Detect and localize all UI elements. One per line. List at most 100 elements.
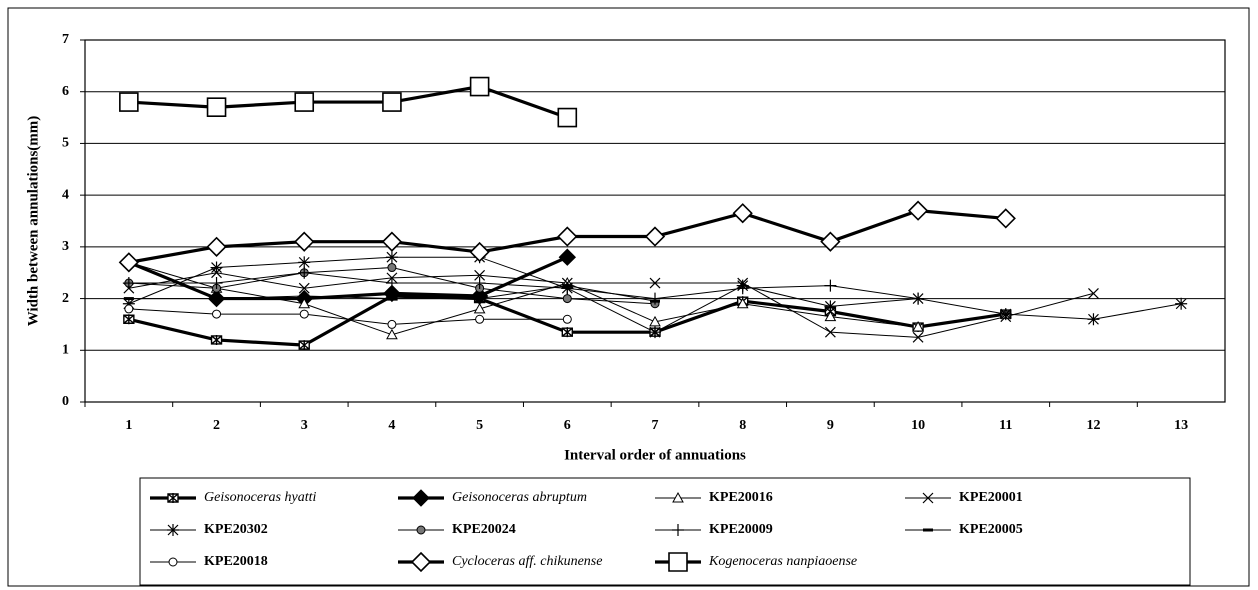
data-point [298, 340, 310, 351]
data-point [210, 277, 223, 290]
data-point [210, 261, 223, 274]
legend-marker [168, 557, 178, 567]
data-point [122, 277, 135, 290]
series-line [128, 308, 568, 325]
legend-label: KPE20024 [452, 522, 516, 537]
y-tick-label: 5 [62, 136, 69, 151]
data-point [298, 282, 310, 294]
x-tick-label: 6 [564, 418, 571, 433]
data-point [122, 297, 135, 310]
x-tick-label: 13 [1174, 418, 1188, 433]
data-point [1088, 287, 1099, 299]
x-tick-label: 2 [213, 418, 220, 433]
data-point [824, 300, 837, 313]
legend-label: KPE20009 [709, 522, 773, 537]
legend-marker [668, 552, 688, 572]
data-point [123, 314, 135, 325]
data-point [562, 314, 572, 324]
x-tick-label: 9 [827, 418, 834, 433]
data-point [736, 282, 749, 295]
data-point [473, 277, 486, 290]
y-tick-label: 4 [62, 187, 69, 202]
data-point [387, 319, 397, 329]
data-point [382, 92, 402, 112]
series-line [128, 272, 919, 300]
legend-marker [672, 491, 684, 503]
legend-label: Kogenoceras nanpiaoense [708, 554, 857, 569]
data-point [294, 231, 315, 252]
data-point [119, 92, 139, 112]
data-point [298, 297, 311, 309]
legend-marker [672, 524, 684, 536]
data-point [294, 92, 315, 112]
x-tick-label: 8 [739, 418, 746, 433]
x-tick-label: 11 [999, 418, 1012, 433]
data-point [206, 236, 227, 257]
x-tick-label: 12 [1086, 418, 1100, 433]
legend-box [139, 477, 1191, 586]
data-point [907, 200, 929, 221]
data-point [562, 294, 572, 304]
data-point [475, 314, 485, 324]
legend-marker [412, 489, 430, 507]
y-tick-label: 3 [62, 239, 69, 254]
series-line [128, 272, 1094, 338]
legend-marker [416, 525, 426, 535]
legend-label: KPE20018 [204, 554, 268, 569]
series-line [128, 84, 568, 120]
data-point [644, 226, 666, 247]
data-point [1087, 313, 1100, 326]
x-tick-label: 5 [476, 418, 483, 433]
y-axis-title: Width between annulations(mm) [25, 116, 41, 327]
legend-marker [410, 551, 432, 573]
x-axis-title: Interval order of annuations [564, 447, 746, 463]
x-tick-label: 7 [652, 418, 659, 433]
data-point [824, 310, 837, 322]
data-point [381, 231, 403, 252]
data-point [557, 226, 578, 247]
data-point [732, 203, 753, 224]
data-point [386, 328, 398, 340]
data-point [558, 248, 577, 266]
x-tick-label: 10 [911, 418, 925, 433]
legend-marker [167, 493, 179, 503]
data-point [736, 297, 749, 309]
legend-label: KPE20001 [959, 490, 1023, 505]
data-point [561, 327, 574, 338]
data-point [299, 309, 309, 319]
data-point [298, 266, 311, 279]
legend-marker [167, 524, 179, 536]
x-tick-label: 1 [125, 418, 132, 433]
y-tick-label: 6 [62, 84, 69, 99]
data-point [473, 302, 486, 314]
data-point [912, 292, 925, 305]
data-point [649, 326, 661, 339]
data-point [1175, 297, 1188, 310]
data-point [999, 308, 1012, 321]
legend-marker [922, 492, 934, 504]
data-point [387, 263, 397, 273]
x-tick-label: 4 [388, 418, 395, 433]
data-point [912, 331, 924, 343]
y-tick-label: 1 [62, 343, 69, 358]
data-point [824, 279, 837, 292]
data-point [649, 277, 661, 289]
legend-label: KPE20016 [709, 490, 773, 505]
data-point [206, 97, 227, 118]
data-point [824, 326, 836, 338]
legend-label: Geisonoceras hyatti [204, 490, 316, 505]
data-point [118, 252, 139, 273]
data-point [995, 208, 1016, 229]
data-point [385, 251, 398, 264]
legend-label: Geisonoceras abruptum [452, 490, 587, 505]
x-tick-label: 3 [301, 418, 308, 433]
data-point [820, 231, 841, 252]
legend-label: KPE20005 [959, 522, 1023, 537]
data-point [385, 277, 398, 290]
data-point [212, 309, 222, 319]
data-point [124, 304, 134, 314]
y-tick-label: 0 [62, 394, 69, 409]
data-point [210, 334, 223, 345]
